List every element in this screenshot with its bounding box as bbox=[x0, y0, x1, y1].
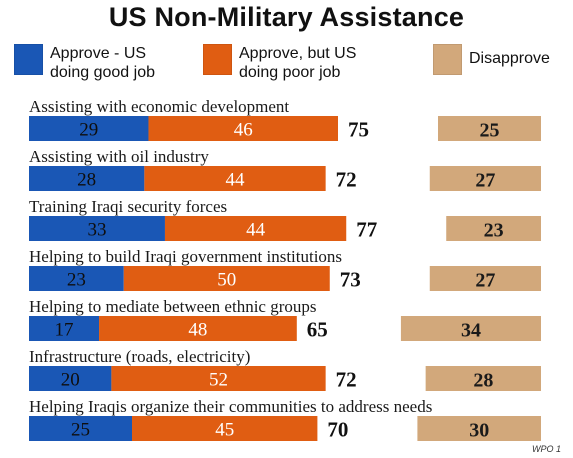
bar-approve-poor-helping-to-build-iraqi-government-institutions bbox=[123, 266, 330, 291]
bar-approve-poor-helping-iraqis-organize-their-communities-to-address-needs bbox=[132, 416, 318, 441]
data-label-disapprove-assisting-with-oil-industry: 27 bbox=[475, 170, 495, 192]
bar-approve-good-helping-to-build-iraqi-government-institutions bbox=[29, 266, 124, 291]
bar-approve-good-assisting-with-oil-industry bbox=[29, 166, 145, 191]
category-label-infrastructure-roads-electricity: Infrastructure (roads, electricity) bbox=[29, 347, 250, 366]
legend-swatch-approve-poor bbox=[203, 44, 232, 75]
bar-disapprove-helping-iraqis-organize-their-communities-to-address-needs bbox=[417, 416, 541, 441]
data-label-approve-good-helping-iraqis-organize-their-communities-to-address-needs: 25 bbox=[71, 420, 90, 441]
bar-disapprove-assisting-with-oil-industry bbox=[429, 166, 541, 191]
data-label-disapprove-training-iraqi-security-forces: 23 bbox=[484, 220, 504, 242]
data-label-disapprove-infrastructure-roads-electricity: 28 bbox=[473, 370, 493, 392]
total-label-assisting-with-economic-development: 75 bbox=[348, 118, 369, 142]
data-label-approve-good-assisting-with-economic-development: 29 bbox=[79, 120, 98, 141]
bar-approve-poor-assisting-with-economic-development bbox=[148, 116, 338, 141]
bar-disapprove-helping-to-mediate-between-ethnic-groups bbox=[400, 316, 541, 341]
legend-label-disapprove: Disapprove bbox=[469, 49, 550, 68]
total-label-assisting-with-oil-industry: 72 bbox=[336, 168, 357, 192]
legend-swatch-approve-good bbox=[14, 44, 43, 75]
data-label-approve-good-infrastructure-roads-electricity: 20 bbox=[61, 370, 80, 391]
total-label-helping-iraqis-organize-their-communities-to-address-needs: 70 bbox=[327, 418, 348, 442]
legend-item-disapprove: Disapprove bbox=[433, 44, 550, 75]
data-label-approve-poor-helping-iraqis-organize-their-communities-to-address-needs: 45 bbox=[215, 420, 234, 441]
bar-disapprove-assisting-with-economic-development bbox=[438, 116, 541, 141]
bar-approve-good-training-iraqi-security-forces bbox=[29, 216, 165, 241]
bar-approve-good-infrastructure-roads-electricity bbox=[29, 366, 112, 391]
category-label-helping-iraqis-organize-their-communities-to-address-needs: Helping Iraqis organize their communitie… bbox=[29, 397, 432, 416]
data-label-disapprove-helping-to-mediate-between-ethnic-groups: 34 bbox=[461, 320, 481, 342]
legend-item-approve-good: Approve - US doing good job bbox=[14, 44, 155, 82]
bar-disapprove-training-iraqi-security-forces bbox=[446, 216, 541, 241]
bar-approve-good-assisting-with-economic-development bbox=[29, 116, 149, 141]
data-label-approve-poor-infrastructure-roads-electricity: 52 bbox=[209, 370, 228, 391]
total-label-training-iraqi-security-forces: 77 bbox=[356, 218, 377, 242]
legend-swatch-disapprove bbox=[433, 44, 462, 75]
total-label-helping-to-mediate-between-ethnic-groups: 65 bbox=[307, 318, 328, 342]
total-label-infrastructure-roads-electricity: 72 bbox=[336, 368, 357, 392]
bar-approve-good-helping-iraqis-organize-their-communities-to-address-needs bbox=[29, 416, 132, 441]
bar-disapprove-infrastructure-roads-electricity bbox=[425, 366, 541, 391]
data-label-disapprove-helping-iraqis-organize-their-communities-to-address-needs: 30 bbox=[469, 420, 489, 442]
bar-approve-good-helping-to-mediate-between-ethnic-groups bbox=[29, 316, 100, 341]
legend-label-line: doing poor job bbox=[239, 64, 341, 81]
category-label-assisting-with-oil-industry: Assisting with oil industry bbox=[29, 147, 209, 166]
legend-label-line: Approve, but US bbox=[239, 45, 357, 62]
data-label-approve-poor-assisting-with-economic-development: 46 bbox=[234, 120, 253, 141]
category-label-helping-to-build-iraqi-government-institutions: Helping to build Iraqi government instit… bbox=[29, 247, 342, 266]
total-label-helping-to-build-iraqi-government-institutions: 73 bbox=[340, 268, 361, 292]
category-label-helping-to-mediate-between-ethnic-groups: Helping to mediate between ethnic groups bbox=[29, 297, 317, 316]
bar-disapprove-helping-to-build-iraqi-government-institutions bbox=[429, 266, 541, 291]
legend-label-approve-poor: Approve, but US doing poor job bbox=[239, 44, 356, 82]
legend-item-approve-poor: Approve, but US doing poor job bbox=[203, 44, 356, 82]
chart-title: US Non-Military Assistance bbox=[108, 2, 465, 32]
legend-label-approve-good: Approve - US doing good job bbox=[50, 44, 155, 82]
data-label-disapprove-assisting-with-economic-development: 25 bbox=[480, 120, 500, 142]
legend-label-line: doing good job bbox=[50, 64, 155, 81]
bar-approve-poor-assisting-with-oil-industry bbox=[144, 166, 326, 191]
data-label-approve-poor-helping-to-mediate-between-ethnic-groups: 48 bbox=[188, 320, 207, 341]
data-label-approve-poor-training-iraqi-security-forces: 44 bbox=[246, 220, 266, 241]
bar-approve-poor-infrastructure-roads-electricity bbox=[111, 366, 326, 391]
data-label-disapprove-helping-to-build-iraqi-government-institutions: 27 bbox=[475, 270, 495, 292]
category-label-training-iraqi-security-forces: Training Iraqi security forces bbox=[29, 197, 227, 216]
data-label-approve-good-helping-to-build-iraqi-government-institutions: 23 bbox=[67, 270, 86, 291]
data-label-approve-poor-assisting-with-oil-industry: 44 bbox=[226, 170, 246, 191]
category-label-assisting-with-economic-development: Assisting with economic development bbox=[29, 97, 289, 116]
bar-approve-poor-helping-to-mediate-between-ethnic-groups bbox=[99, 316, 297, 341]
watermark: WPO 1 bbox=[531, 444, 561, 454]
data-label-approve-good-assisting-with-oil-industry: 28 bbox=[77, 170, 96, 191]
bar-approve-poor-training-iraqi-security-forces bbox=[164, 216, 347, 241]
data-label-approve-poor-helping-to-build-iraqi-government-institutions: 50 bbox=[217, 270, 236, 291]
data-label-approve-good-helping-to-mediate-between-ethnic-groups: 17 bbox=[55, 320, 74, 341]
legend-label-line: Disapprove bbox=[469, 50, 550, 67]
data-label-approve-good-training-iraqi-security-forces: 33 bbox=[87, 220, 106, 241]
legend-label-line: Approve - US bbox=[50, 45, 147, 62]
